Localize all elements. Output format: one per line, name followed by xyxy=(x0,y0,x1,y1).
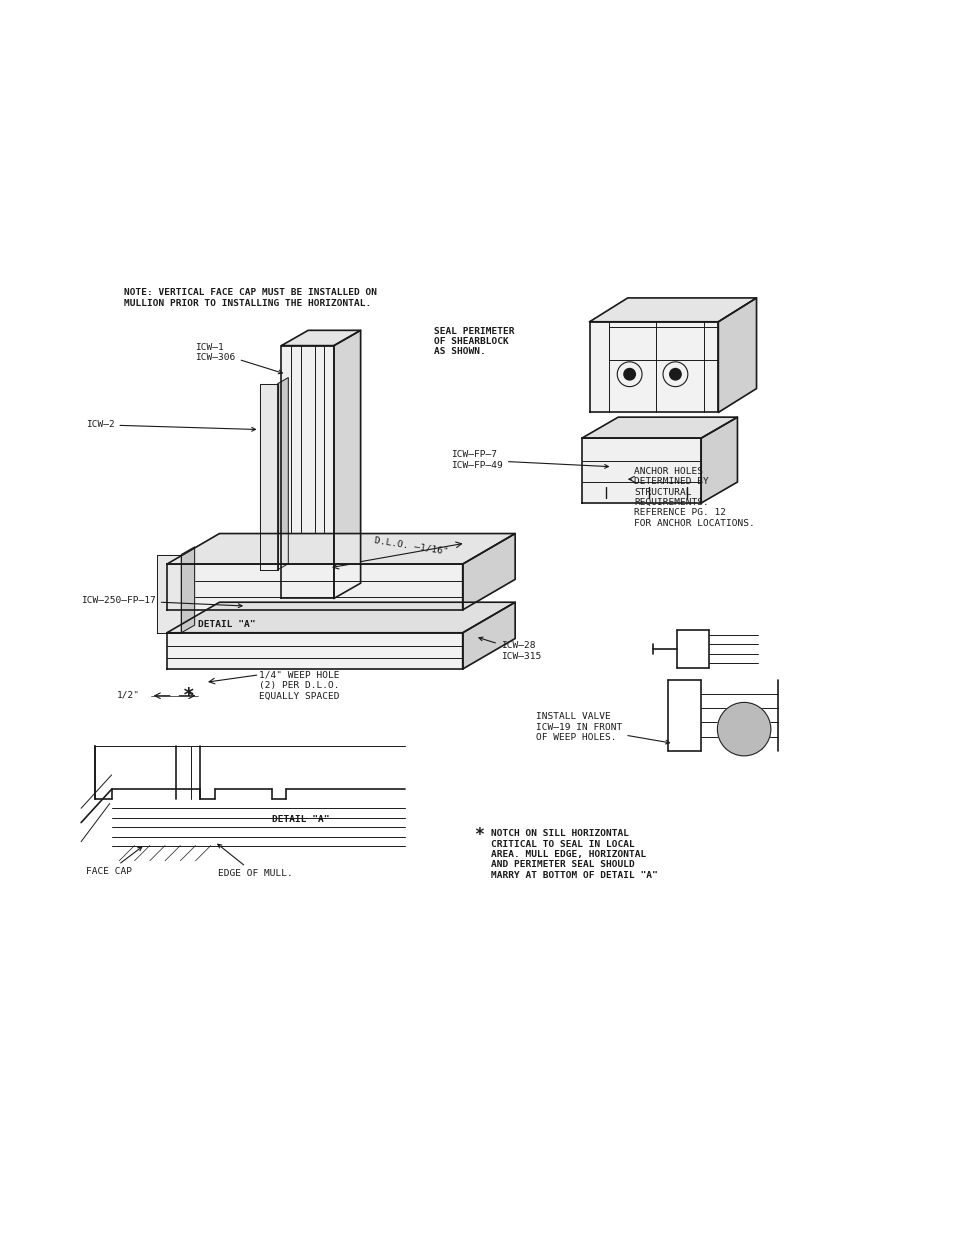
Polygon shape xyxy=(167,564,462,610)
Polygon shape xyxy=(281,330,360,346)
Text: INSTALL VALVE
ICW–19 IN FRONT
OF WEEP HOLES.: INSTALL VALVE ICW–19 IN FRONT OF WEEP HO… xyxy=(536,713,669,743)
Text: EDGE OF MULL.: EDGE OF MULL. xyxy=(217,845,292,878)
Circle shape xyxy=(717,703,770,756)
Text: ICW–2: ICW–2 xyxy=(86,420,255,431)
Polygon shape xyxy=(167,534,515,564)
Text: ICW–FP–7
ICW–FP–49: ICW–FP–7 ICW–FP–49 xyxy=(451,451,608,469)
Text: FACE CAP: FACE CAP xyxy=(86,847,142,877)
Text: *: * xyxy=(474,826,483,844)
Polygon shape xyxy=(700,417,737,503)
Text: ICW–28
ICW–315: ICW–28 ICW–315 xyxy=(478,637,540,661)
Polygon shape xyxy=(462,603,515,669)
Polygon shape xyxy=(157,555,181,632)
Text: ICW–1
ICW–306: ICW–1 ICW–306 xyxy=(195,342,282,374)
Text: NOTCH ON SILL HORIZONTAL
CRITICAL TO SEAL IN LOCAL
AREA. MULL EDGE, HORIZONTAL
A: NOTCH ON SILL HORIZONTAL CRITICAL TO SEA… xyxy=(491,829,658,879)
Polygon shape xyxy=(718,298,756,412)
Polygon shape xyxy=(281,346,334,599)
Circle shape xyxy=(623,368,635,380)
Text: ANCHOR HOLES
DETERMINED BY
STRUCTURAL
REQUIREMENTS.
REFERENCE PG. 12
FOR ANCHOR : ANCHOR HOLES DETERMINED BY STRUCTURAL RE… xyxy=(634,467,755,527)
Polygon shape xyxy=(277,378,288,569)
Text: DETAIL "A": DETAIL "A" xyxy=(198,620,255,630)
Polygon shape xyxy=(581,438,700,503)
Polygon shape xyxy=(589,322,718,412)
Polygon shape xyxy=(167,632,462,669)
Circle shape xyxy=(669,368,680,380)
Text: SEAL PERIMETER
OF SHEARBLOCK
AS SHOWN.: SEAL PERIMETER OF SHEARBLOCK AS SHOWN. xyxy=(434,326,514,357)
Polygon shape xyxy=(462,534,515,610)
Polygon shape xyxy=(589,298,756,322)
Polygon shape xyxy=(260,384,277,569)
Text: D.L.O. –1/16": D.L.O. –1/16" xyxy=(374,536,449,557)
Text: DETAIL "A": DETAIL "A" xyxy=(272,815,329,824)
Text: ICW–250–FP–17: ICW–250–FP–17 xyxy=(81,595,242,608)
Polygon shape xyxy=(581,417,737,438)
Polygon shape xyxy=(181,547,194,632)
Text: *: * xyxy=(183,687,194,705)
Text: NOTE: VERTICAL FACE CAP MUST BE INSTALLED ON
MULLION PRIOR TO INSTALLING THE HOR: NOTE: VERTICAL FACE CAP MUST BE INSTALLE… xyxy=(124,288,376,308)
Text: 1/2": 1/2" xyxy=(117,690,140,699)
Polygon shape xyxy=(167,603,515,632)
Text: 1/4" WEEP HOLE
(2) PER D.L.O.
EQUALLY SPACED: 1/4" WEEP HOLE (2) PER D.L.O. EQUALLY SP… xyxy=(259,671,339,700)
Polygon shape xyxy=(334,330,360,599)
